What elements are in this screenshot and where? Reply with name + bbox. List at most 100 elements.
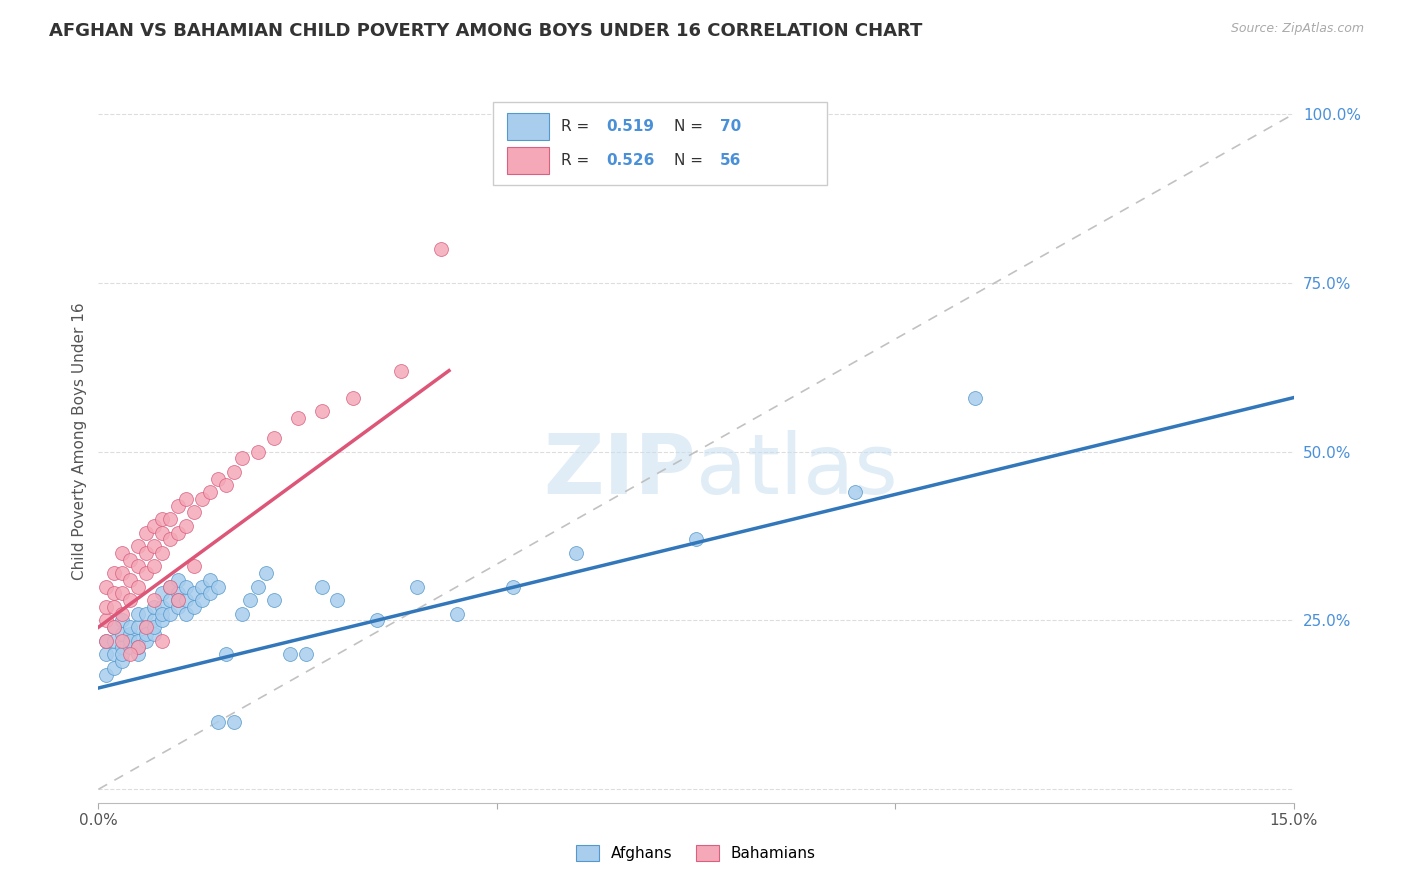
Point — [150, 599, 173, 614]
Point — [167, 525, 190, 540]
Point — [111, 546, 134, 560]
Point — [174, 580, 197, 594]
Point — [263, 593, 285, 607]
Point — [198, 586, 221, 600]
Point — [287, 411, 309, 425]
Point — [565, 546, 588, 560]
Point — [263, 431, 285, 445]
Point — [183, 559, 205, 574]
Point — [143, 620, 166, 634]
Point — [311, 580, 333, 594]
Point — [127, 620, 149, 634]
Point — [96, 647, 118, 661]
Point — [326, 593, 349, 607]
Point — [111, 607, 134, 621]
Point — [159, 607, 181, 621]
Point — [127, 607, 149, 621]
Point — [191, 593, 214, 607]
Point — [174, 593, 197, 607]
Point — [127, 580, 149, 594]
Point — [135, 620, 157, 634]
Point — [215, 647, 238, 661]
Text: ZIP: ZIP — [544, 430, 696, 511]
Legend: Afghans, Bahamians: Afghans, Bahamians — [569, 839, 823, 867]
Point — [120, 593, 142, 607]
Point — [167, 573, 190, 587]
Point — [150, 525, 173, 540]
Point — [96, 633, 118, 648]
Point — [406, 580, 429, 594]
Point — [120, 633, 142, 648]
Point — [278, 647, 301, 661]
Point — [96, 633, 118, 648]
Point — [167, 499, 190, 513]
Point — [246, 580, 269, 594]
Point — [167, 593, 190, 607]
Text: R =: R = — [561, 119, 595, 134]
Point — [150, 546, 173, 560]
Point — [207, 580, 229, 594]
Text: AFGHAN VS BAHAMIAN CHILD POVERTY AMONG BOYS UNDER 16 CORRELATION CHART: AFGHAN VS BAHAMIAN CHILD POVERTY AMONG B… — [49, 22, 922, 40]
Point — [207, 472, 229, 486]
Point — [366, 614, 388, 628]
Point — [294, 647, 316, 661]
Point — [127, 640, 149, 655]
Y-axis label: Child Poverty Among Boys Under 16: Child Poverty Among Boys Under 16 — [72, 302, 87, 581]
Point — [127, 633, 149, 648]
Point — [159, 512, 181, 526]
Point — [389, 364, 412, 378]
Point — [342, 391, 364, 405]
Point — [135, 525, 157, 540]
Point — [231, 607, 253, 621]
Text: N =: N = — [675, 119, 709, 134]
Point — [120, 647, 142, 661]
Point — [183, 505, 205, 519]
Point — [198, 573, 221, 587]
Text: R =: R = — [561, 153, 595, 168]
Point — [103, 566, 125, 581]
Point — [502, 580, 524, 594]
Point — [96, 667, 118, 681]
Point — [246, 444, 269, 458]
Point — [127, 559, 149, 574]
Point — [159, 580, 181, 594]
Point — [174, 491, 197, 506]
FancyBboxPatch shape — [494, 102, 828, 185]
Point — [120, 552, 142, 566]
Point — [111, 627, 134, 641]
Point — [150, 633, 173, 648]
Point — [103, 647, 125, 661]
Point — [150, 586, 173, 600]
Point — [120, 640, 142, 655]
Text: atlas: atlas — [696, 430, 897, 511]
Point — [150, 607, 173, 621]
Point — [239, 593, 262, 607]
Point — [143, 614, 166, 628]
Text: 70: 70 — [720, 119, 741, 134]
Point — [135, 620, 157, 634]
Point — [96, 599, 118, 614]
Point — [311, 404, 333, 418]
Point — [103, 661, 125, 675]
Point — [150, 512, 173, 526]
Point — [135, 546, 157, 560]
Point — [143, 627, 166, 641]
FancyBboxPatch shape — [508, 112, 548, 140]
Point — [167, 593, 190, 607]
Point — [103, 599, 125, 614]
Point — [167, 599, 190, 614]
Point — [963, 391, 986, 405]
Point — [111, 633, 134, 648]
Point — [96, 580, 118, 594]
Text: 0.519: 0.519 — [606, 119, 654, 134]
Text: 56: 56 — [720, 153, 741, 168]
Point — [174, 607, 197, 621]
Point — [159, 533, 181, 547]
Point — [143, 593, 166, 607]
Point — [446, 607, 468, 621]
Point — [103, 620, 125, 634]
Point — [150, 614, 173, 628]
Point — [135, 566, 157, 581]
Point — [215, 478, 238, 492]
Point — [159, 580, 181, 594]
